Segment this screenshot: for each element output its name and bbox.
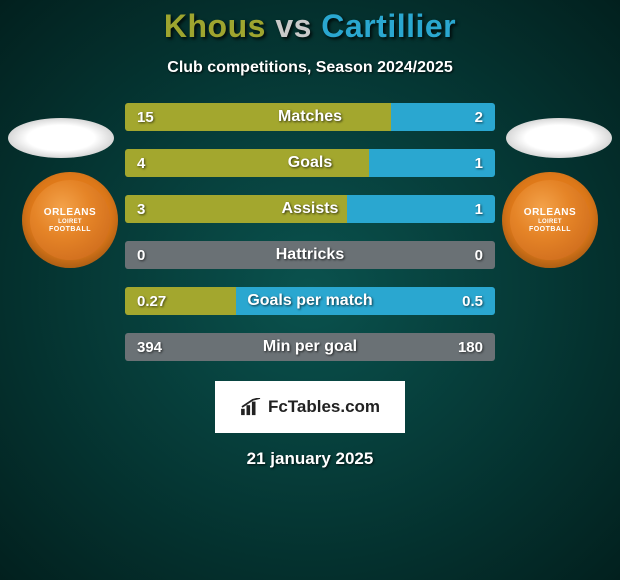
player2-name: Cartillier: [321, 8, 456, 44]
stat-value-left: 4: [125, 155, 157, 172]
subtitle: Club competitions, Season 2024/2025: [167, 59, 452, 77]
stat-value-left: 0.27: [125, 293, 178, 310]
stat-value-left: 15: [125, 109, 166, 126]
brand-text: FcTables.com: [268, 397, 380, 417]
stat-value-left: 3: [125, 201, 157, 218]
stat-bar-right: 1: [369, 149, 495, 177]
vs-separator: vs: [275, 8, 312, 44]
comparison-card: Khous vs Cartillier Club competitions, S…: [0, 0, 620, 580]
chart-icon: [240, 398, 262, 416]
player2-avatar: [506, 118, 612, 158]
club-name-line1: ORLEANS: [44, 207, 96, 218]
stat-bar-right: 1: [347, 195, 495, 223]
player2-club-badge: ORLEANS LOIRET FOOTBALL: [502, 172, 598, 268]
stat-value-right: 0: [463, 247, 495, 264]
stat-value-left: 394: [125, 339, 174, 356]
stat-row: 394180Min per goal: [125, 333, 495, 361]
stat-bar-left: 4: [125, 149, 369, 177]
stat-bar-left: 15: [125, 103, 391, 131]
page-title: Khous vs Cartillier: [164, 8, 456, 45]
stat-bar-right: 180: [310, 333, 495, 361]
stat-row: 41Goals: [125, 149, 495, 177]
stat-value-left: 0: [125, 247, 157, 264]
stat-value-right: 0.5: [450, 293, 495, 310]
stat-bar-right: 0: [310, 241, 495, 269]
stat-bar-right: 0.5: [236, 287, 495, 315]
club-name-line2: LOIRET: [58, 219, 82, 225]
stat-value-right: 1: [463, 155, 495, 172]
club-badge-inner: ORLEANS LOIRET FOOTBALL: [510, 180, 590, 260]
stats-table: 152Matches41Goals31Assists00Hattricks0.2…: [125, 103, 495, 361]
player1-name: Khous: [164, 8, 266, 44]
club-name-line3: FOOTBALL: [49, 226, 91, 233]
club-name-line2: LOIRET: [538, 219, 562, 225]
player1-avatar: [8, 118, 114, 158]
club-name-line3: FOOTBALL: [529, 226, 571, 233]
stat-bar-left: 0.27: [125, 287, 236, 315]
stat-row: 0.270.5Goals per match: [125, 287, 495, 315]
stat-row: 152Matches: [125, 103, 495, 131]
player1-club-badge: ORLEANS LOIRET FOOTBALL: [22, 172, 118, 268]
stat-row: 31Assists: [125, 195, 495, 223]
stat-value-right: 1: [463, 201, 495, 218]
stat-row: 00Hattricks: [125, 241, 495, 269]
stat-bar-right: 2: [391, 103, 495, 131]
date-label: 21 january 2025: [247, 449, 374, 469]
stat-bar-left: 394: [125, 333, 310, 361]
stat-value-right: 2: [463, 109, 495, 126]
club-badge-inner: ORLEANS LOIRET FOOTBALL: [30, 180, 110, 260]
stat-bar-left: 0: [125, 241, 310, 269]
club-name-line1: ORLEANS: [524, 207, 576, 218]
brand-badge: FcTables.com: [215, 381, 405, 433]
stat-bar-left: 3: [125, 195, 347, 223]
stat-value-right: 180: [446, 339, 495, 356]
